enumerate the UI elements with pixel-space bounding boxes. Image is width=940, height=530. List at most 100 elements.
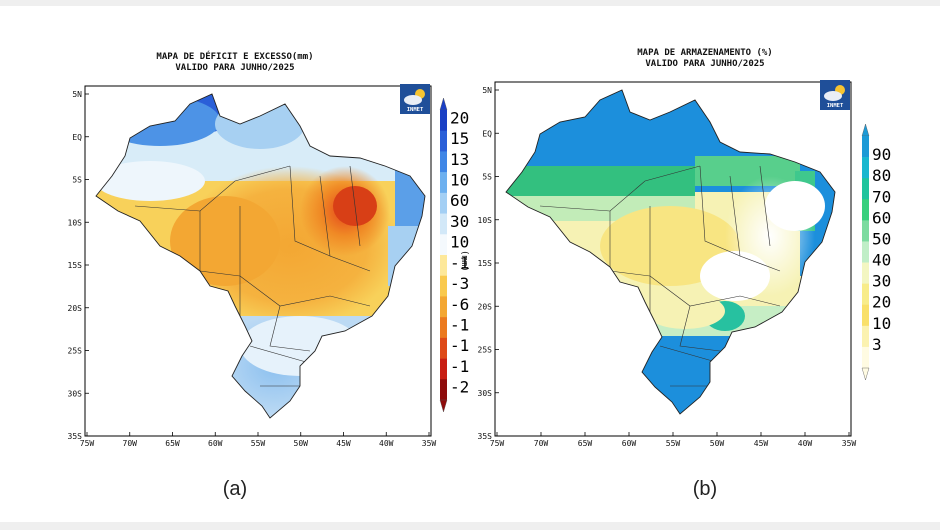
colorbar-tick-label: -100 [450, 316, 470, 335]
longitude-label: 65W [578, 439, 593, 448]
longitude-label: 40W [379, 439, 394, 448]
latitude-label: 30S [478, 389, 493, 398]
colorbar-segment [862, 199, 869, 221]
colorbar-tick-label: 30 [872, 272, 891, 291]
map-title-line2: VALIDO PARA JUNHO/2025 [645, 59, 765, 69]
latitude-label: 5N [482, 86, 492, 95]
latitude-label: 25S [478, 346, 493, 355]
logo-label: INMET [407, 107, 424, 113]
colorbar-tick-label: 50 [872, 229, 891, 248]
colorbar-segment [440, 379, 447, 401]
logo-label: INMET [827, 103, 844, 109]
colorbar-tick-label: -200 [450, 378, 470, 397]
deficit-excess-map: 5N EQ 5S 10S 15S 20S 25S 30S 35S 75W 70W 65W 60W 55W… [68, 84, 470, 448]
colorbar-tick-label: -130 [450, 336, 470, 355]
colorbar-segment [862, 262, 869, 284]
longitude-label: 65W [165, 439, 180, 448]
colorbar-tick-label: 130 [450, 150, 470, 169]
colorbar: 200 150 130 10060 30 10-10 -30 -60 -100-130 -150 -… [439, 97, 470, 413]
longitude-label: 55W [666, 439, 681, 448]
latitude-label: 35S [68, 432, 83, 441]
colorbar-segment [862, 325, 869, 348]
colorbar-segment [440, 151, 447, 173]
colorbar-segment [440, 275, 447, 297]
colorbar-segment [862, 283, 869, 306]
colorbar-tick-label: 10 [872, 314, 891, 333]
colorbar-arrow-top [861, 123, 870, 137]
longitude-label: 60W [208, 439, 223, 448]
colorbar-tick-label: 80 [872, 166, 891, 185]
cloud-icon [404, 95, 422, 105]
latitude-label: 25S [68, 347, 83, 356]
longitude-labels: 75W 70W 65W 60W 55W 50W 45W 40W 35W [490, 432, 857, 448]
colorbar-tick-label: 20 [872, 293, 891, 312]
colorbar-segment [440, 317, 447, 339]
latitude-label: EQ [482, 129, 492, 138]
colorbar-segment [440, 172, 447, 194]
map-title-line1: MAPA DE DÉFICIT E EXCESSO(mm) [156, 52, 314, 62]
longitude-label: 50W [710, 439, 725, 448]
latitude-label: 5N [72, 90, 82, 99]
colorbar-tick-label: -30 [450, 274, 470, 293]
colorbar-segment [862, 220, 869, 242]
inmet-logo: INMET [400, 84, 430, 114]
state-borders [134, 165, 371, 387]
map-title-line1: MAPA DE ARMAZENAMENTO (%) [637, 48, 773, 58]
colorbar-arrow-bottom [439, 399, 448, 413]
colorbar-tick-label: 3 [872, 335, 882, 354]
latitude-label: 5S [482, 173, 492, 182]
colorbar-arrow-bottom [861, 367, 870, 381]
colorbar-segment [862, 178, 869, 200]
colorbar-segment [862, 241, 869, 263]
colorbar-tick-label: 100 [450, 171, 470, 190]
colorbar-tick-label: 90 [872, 145, 891, 164]
latitude-label: 5S [72, 176, 82, 185]
longitude-label: 70W [534, 439, 549, 448]
colorbar-tick-label: 30 [450, 212, 469, 231]
colorbar-tick-label: 10 [450, 233, 469, 252]
colorbar-segment [440, 337, 447, 359]
colorbar-segment [440, 358, 447, 380]
longitude-labels: 75W 70W 65W 60W 55W 50W 45W 40W 35W [80, 432, 436, 448]
latitude-label: 30S [68, 389, 83, 398]
storage-map: 5N EQ 5S 10S 15S 20S 25S 30S 35S 75W 70W 65W 60W 55W… [478, 80, 891, 448]
latitude-label: 10S [68, 218, 83, 227]
colorbar-tick-label: 70 [872, 187, 891, 206]
map-title-line2: VALIDO PARA JUNHO/2025 [175, 63, 295, 73]
latitude-label: 20S [68, 304, 83, 313]
colorbar-segment [440, 192, 447, 214]
longitude-label: 60W [622, 439, 637, 448]
storage-panel: MAPA DE ARMAZENAMENTO (%) VALIDO PARA JU… [470, 6, 940, 522]
colorbar-segment [440, 130, 447, 152]
latitude-labels: 5N EQ 5S 10S 15S 20S 25S 30S 35S [478, 86, 499, 441]
colorbar-segment [440, 110, 447, 132]
longitude-label: 35W [842, 439, 857, 448]
colorbar-tick-label: 150 [450, 129, 470, 148]
longitude-label: 50W [294, 439, 309, 448]
caption-a: (a) [222, 478, 248, 500]
latitude-label: EQ [72, 133, 82, 142]
colorbar-tick-label: 60 [872, 208, 891, 227]
colorbar: 90 80 70 60 50 40 30 20 10 3 [861, 123, 891, 381]
colorbar-segment [862, 304, 869, 327]
colorbar-tick-label: 60 [450, 191, 469, 210]
colorbar-unit: (mm) [459, 250, 469, 272]
colorbar-segment [862, 346, 869, 369]
longitude-label: 55W [251, 439, 266, 448]
longitude-label: 70W [123, 439, 138, 448]
latitude-label: 10S [478, 216, 493, 225]
colorbar-segment [440, 234, 447, 256]
deficit-excess-panel: MAPA DE DÉFICIT E EXCESSO(mm) VALIDO PAR… [0, 6, 470, 522]
caption-b: (b) [692, 478, 718, 500]
longitude-label: 75W [490, 439, 505, 448]
colorbar-arrow-top [439, 97, 448, 111]
brazil-outline [95, 93, 426, 419]
latitude-labels: 5N EQ 5S 10S 15S 20S 25S 30S 35S [68, 90, 89, 441]
colorbar-segment [862, 157, 869, 179]
longitude-label: 45W [754, 439, 769, 448]
longitude-label: 45W [336, 439, 351, 448]
latitude-label: 15S [68, 261, 83, 270]
brazil-outline [505, 89, 836, 415]
latitude-label: 35S [478, 432, 493, 441]
colorbar-segment [440, 296, 447, 318]
